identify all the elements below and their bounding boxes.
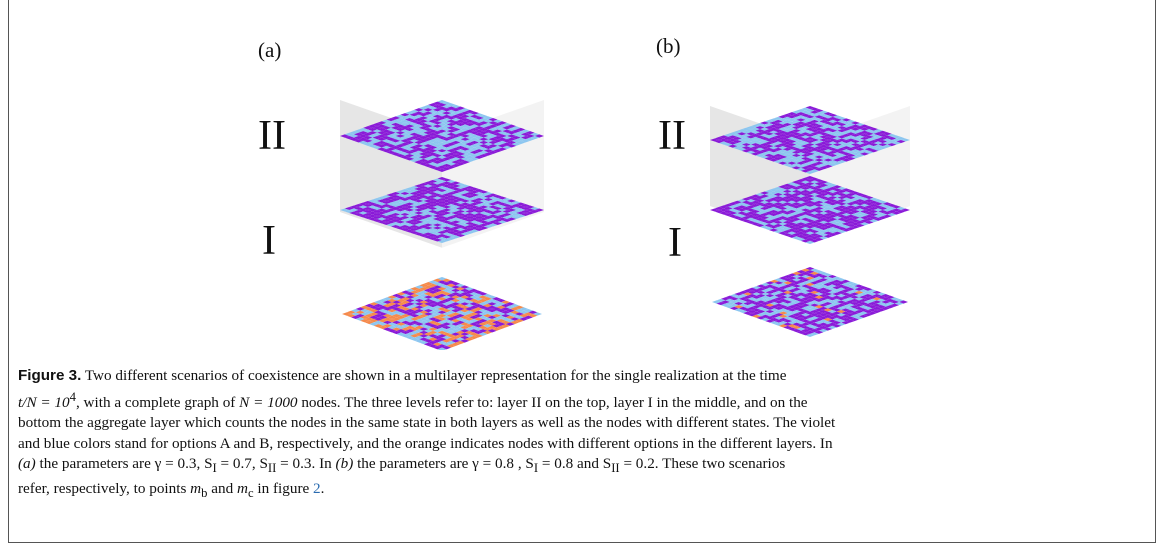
panel-a-multilayer bbox=[340, 100, 544, 350]
caption-text: = 0.8 and S bbox=[538, 455, 612, 473]
caption-text: in figure bbox=[253, 479, 314, 497]
caption-text: 4 bbox=[69, 389, 76, 404]
panel-a-layer-I-grid bbox=[340, 177, 544, 243]
panel-b-layer-I-label: I bbox=[668, 220, 682, 266]
caption-text: (b) bbox=[335, 455, 354, 473]
caption-text: = 0.3. In bbox=[276, 455, 336, 473]
caption-text: nodes. The three levels refer to: layer … bbox=[297, 393, 808, 411]
caption-text: I bbox=[212, 461, 217, 476]
caption-text: bottom the aggregate layer which counts … bbox=[18, 414, 836, 432]
caption-text: refer, respectively, to points bbox=[18, 479, 191, 497]
caption-text: and bbox=[207, 479, 237, 497]
figure-3: (a) II I (b) II I bbox=[258, 34, 910, 350]
panel-b-layer-I-grid bbox=[710, 176, 910, 244]
caption-text: N = 1000 bbox=[239, 393, 298, 411]
panel-a-aggregate-grid bbox=[342, 277, 542, 350]
caption-text: = 0.7, S bbox=[216, 455, 268, 473]
caption-text: I bbox=[533, 461, 539, 476]
figure-frame bbox=[8, 0, 1156, 543]
caption-text: m bbox=[236, 479, 248, 497]
caption-text: the parameters are γ = 0.3, S bbox=[35, 455, 213, 473]
caption-text: c bbox=[247, 485, 254, 500]
panel-b-aggregate-grid bbox=[712, 267, 908, 337]
panel-b-multilayer bbox=[710, 106, 910, 337]
figure-2-link[interactable]: 2 bbox=[313, 479, 321, 497]
caption-label: Figure 3. bbox=[18, 367, 82, 384]
panel-b-label: (b) bbox=[656, 34, 681, 58]
caption-text: , with a complete graph of bbox=[75, 393, 240, 411]
caption-text: the parameters are γ = 0.8 , S bbox=[353, 455, 534, 473]
caption-text: and blue colors stand for options A and … bbox=[18, 434, 833, 452]
panel-a-layer-I-label: I bbox=[262, 218, 276, 264]
figure-caption: Figure 3. Two different scenarios of coe… bbox=[18, 366, 1148, 503]
caption-text: = 0.2. These two scenarios bbox=[619, 455, 786, 473]
caption-text: t/N = 10 bbox=[18, 393, 70, 411]
panel-a-layer-II-grid bbox=[340, 100, 544, 172]
caption-text: II bbox=[267, 461, 277, 476]
caption-text: m bbox=[190, 479, 202, 497]
panel-b-layer-II-label: II bbox=[658, 113, 686, 159]
caption-text: (a) bbox=[18, 455, 36, 473]
panel-a-label: (a) bbox=[258, 38, 282, 62]
caption-text: II bbox=[611, 461, 620, 476]
panel-a-layer-II-label: II bbox=[258, 113, 286, 159]
panel-b-layer-II-grid bbox=[710, 106, 910, 174]
caption-text: b bbox=[201, 485, 208, 500]
caption-text: . bbox=[320, 479, 325, 497]
caption-text: Two different scenarios of coexistence a… bbox=[81, 367, 787, 384]
